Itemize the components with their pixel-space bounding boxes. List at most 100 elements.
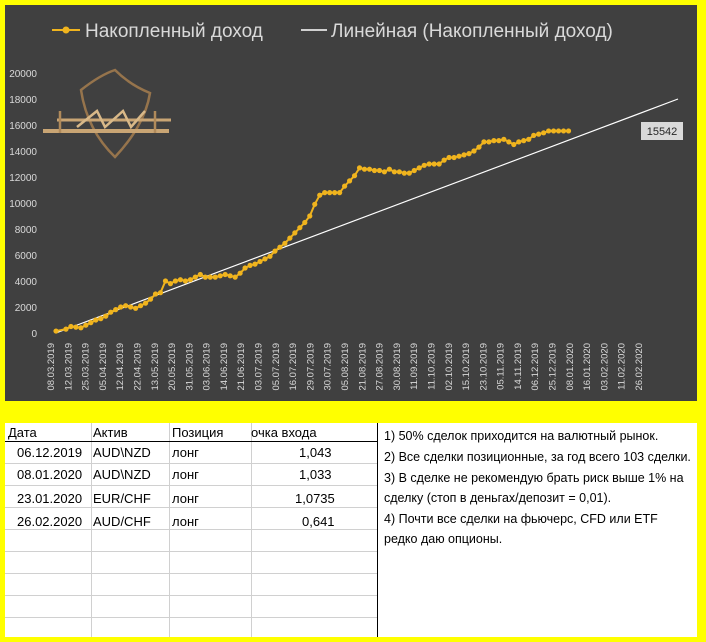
cumulative-income-chart: Накопленный доход Линейная (Накопленный …	[9, 21, 683, 391]
x-tick-label: 05.04.2019	[98, 343, 109, 391]
x-tick-label: 13.05.2019	[150, 343, 161, 391]
data-point	[73, 324, 79, 330]
data-point	[312, 201, 318, 207]
x-tick-label: 31.05.2019	[184, 343, 195, 391]
data-point	[366, 166, 373, 172]
grid-row-line	[5, 617, 377, 618]
x-tick-label: 11.09.2019	[409, 343, 420, 390]
data-point	[262, 256, 268, 262]
cell-entry: 1,033	[299, 467, 332, 482]
data-point	[192, 274, 198, 280]
data-point	[217, 273, 223, 279]
data-point	[282, 240, 288, 246]
cell-date: 26.02.2020	[17, 514, 83, 529]
note-1: 1) 50% сделок приходится на валютный рын…	[384, 429, 659, 443]
header-underline	[5, 441, 377, 442]
y-tick-label: 20000	[9, 69, 37, 80]
grid-col-line	[91, 423, 92, 637]
end-value-label: 15542	[647, 126, 678, 138]
x-tick-label: 03.07.2019	[254, 343, 265, 391]
data-point	[391, 169, 397, 175]
note-2: 2) Все сделки позиционные, за год всего …	[384, 450, 691, 464]
data-point	[401, 170, 407, 176]
x-axis: 08.03.2019 12.03.2019 25.03.2019 05.04.2019…	[46, 343, 645, 391]
data-point	[526, 136, 532, 142]
cell-position: лонг	[172, 491, 199, 506]
data-point	[486, 139, 492, 145]
data-point	[446, 154, 452, 161]
data-point	[197, 271, 203, 278]
cell-entry: 1,0735	[295, 491, 335, 506]
data-point	[212, 274, 218, 280]
col-header-date: Дата	[8, 425, 37, 440]
data-point	[496, 138, 502, 144]
data-point	[98, 316, 104, 322]
data-point	[346, 178, 353, 184]
data-point	[531, 132, 537, 138]
x-tick-label: 03.02.2020	[599, 343, 610, 391]
data-point	[133, 305, 139, 311]
x-tick-label: 06.12.2019	[530, 343, 541, 391]
data-point	[426, 161, 432, 167]
data-point	[53, 328, 59, 334]
x-tick-label: 20.05.2019	[167, 343, 178, 391]
data-point	[421, 162, 427, 168]
data-point	[88, 320, 94, 326]
data-point	[128, 304, 134, 310]
cell-asset: AUD\NZD	[93, 467, 151, 482]
y-tick-label: 2000	[15, 303, 38, 314]
cell-asset: AUD/CHF	[93, 514, 151, 529]
data-point	[152, 291, 159, 297]
x-tick-label: 25.03.2019	[81, 343, 92, 391]
data-point	[157, 290, 164, 296]
grid-col-line	[251, 423, 252, 637]
data-point	[113, 307, 119, 313]
data-point	[327, 190, 333, 196]
data-point	[361, 166, 368, 172]
data-point	[237, 270, 243, 276]
cell-date: 08.01.2020	[17, 467, 83, 482]
x-tick-label: 23.10.2019	[478, 343, 489, 391]
col-header-asset: Актив	[93, 425, 128, 440]
data-point	[302, 219, 308, 226]
legend: Накопленный доход Линейная (Накопленный …	[52, 21, 613, 42]
series-layer	[53, 128, 572, 334]
note-3: 3) В сделке не рекомендую брать риск выш…	[384, 471, 684, 505]
data-point	[386, 166, 392, 172]
data-point	[222, 271, 228, 278]
x-tick-label: 14.06.2019	[219, 343, 230, 391]
grid-row-line	[5, 485, 377, 486]
data-point	[227, 273, 233, 279]
data-point	[381, 169, 388, 175]
grid-col-line	[169, 423, 170, 637]
cell-position: лонг	[172, 514, 199, 529]
legend-series-marker	[62, 26, 70, 34]
data-point	[342, 183, 348, 189]
x-tick-label: 02.10.2019	[444, 343, 455, 391]
data-point	[406, 170, 412, 176]
series-line	[55, 129, 569, 333]
data-point	[172, 278, 179, 284]
x-tick-label: 16.07.2019	[288, 343, 299, 391]
data-point	[167, 281, 174, 287]
data-point	[123, 303, 129, 309]
x-tick-label: 21.08.2019	[357, 343, 368, 391]
data-point	[267, 253, 273, 259]
x-tick-label: 25.12.2019	[548, 343, 559, 391]
data-point	[436, 161, 442, 167]
chart-panel: Накопленный доход Линейная (Накопленный …	[5, 5, 697, 401]
data-point	[207, 274, 213, 280]
data-point	[376, 167, 383, 174]
data-point	[451, 154, 457, 161]
data-point	[536, 131, 542, 137]
cell-date: 06.12.2019	[17, 445, 83, 460]
y-tick-label: 0	[31, 329, 37, 340]
col-header-entry-point: очка входа	[251, 425, 317, 440]
data-point	[456, 153, 462, 159]
data-point	[411, 167, 417, 174]
data-point	[476, 144, 482, 150]
notes-block: 1) 50% сделок приходится на валютный рын…	[384, 426, 692, 550]
col-header-position: Позиция	[172, 425, 224, 440]
data-point	[147, 296, 154, 302]
grid-row-line	[5, 507, 377, 508]
